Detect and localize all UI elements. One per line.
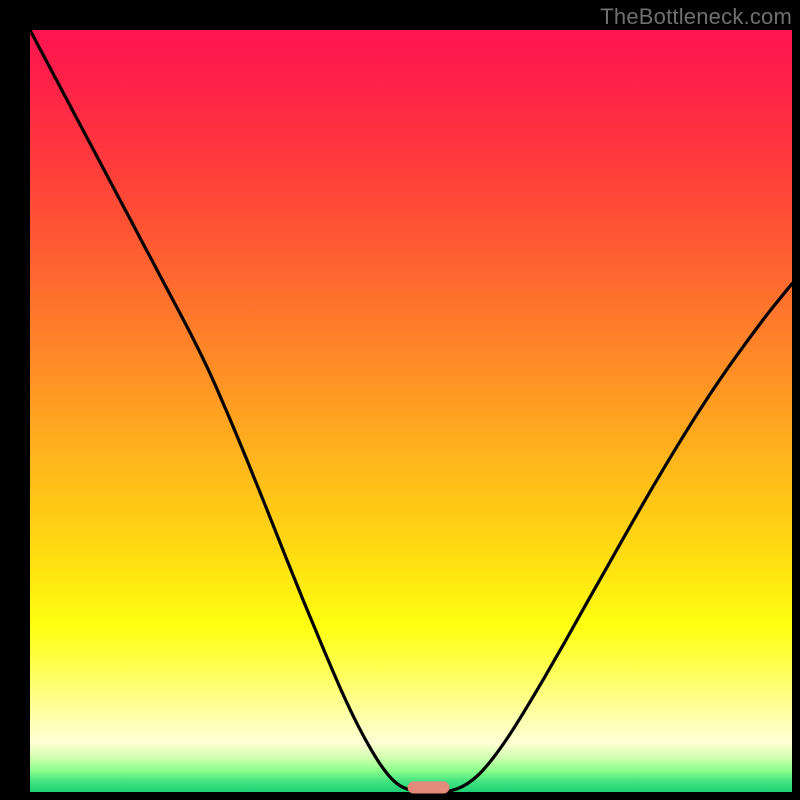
optimal-marker [408,781,450,793]
watermark-text: TheBottleneck.com [600,4,792,30]
gradient-background [30,30,792,792]
bottleneck-chart [0,0,800,800]
chart-container: TheBottleneck.com [0,0,800,800]
